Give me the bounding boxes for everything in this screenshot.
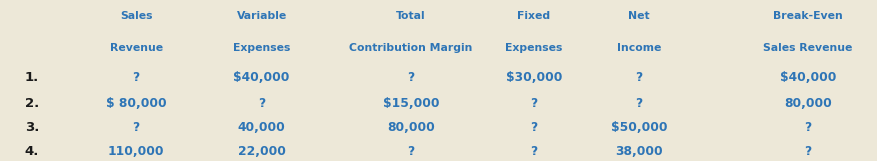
Text: $15,000: $15,000 [382,97,438,109]
Text: Expenses: Expenses [504,43,562,53]
Text: $40,000: $40,000 [779,71,835,84]
Text: 4.: 4. [25,145,39,158]
Text: 40,000: 40,000 [238,121,285,134]
Text: $ 80,000: $ 80,000 [105,97,167,109]
Text: 110,000: 110,000 [108,145,164,158]
Text: Revenue: Revenue [110,43,162,53]
Text: ?: ? [132,121,139,134]
Text: ?: ? [635,97,642,109]
Text: $30,000: $30,000 [505,71,561,84]
Text: ?: ? [258,97,265,109]
Text: Net: Net [628,11,649,21]
Text: Break-Even: Break-Even [772,11,842,21]
Text: Fixed: Fixed [517,11,550,21]
Text: 38,000: 38,000 [615,145,662,158]
Text: ?: ? [530,121,537,134]
Text: Contribution Margin: Contribution Margin [349,43,472,53]
Text: 80,000: 80,000 [783,97,831,109]
Text: ?: ? [803,121,810,134]
Text: Sales: Sales [119,11,153,21]
Text: Sales Revenue: Sales Revenue [762,43,852,53]
Text: 22,000: 22,000 [238,145,285,158]
Text: Expenses: Expenses [232,43,290,53]
Text: ?: ? [407,145,414,158]
Text: ?: ? [530,97,537,109]
Text: ?: ? [407,71,414,84]
Text: Variable: Variable [236,11,287,21]
Text: $50,000: $50,000 [610,121,667,134]
Text: ?: ? [635,71,642,84]
Text: 2.: 2. [25,97,39,109]
Text: 1.: 1. [25,71,39,84]
Text: 3.: 3. [25,121,39,134]
Text: $40,000: $40,000 [233,71,289,84]
Text: ?: ? [132,71,139,84]
Text: ?: ? [803,145,810,158]
Text: Total: Total [396,11,425,21]
Text: ?: ? [530,145,537,158]
Text: 80,000: 80,000 [387,121,434,134]
Text: Income: Income [617,43,660,53]
